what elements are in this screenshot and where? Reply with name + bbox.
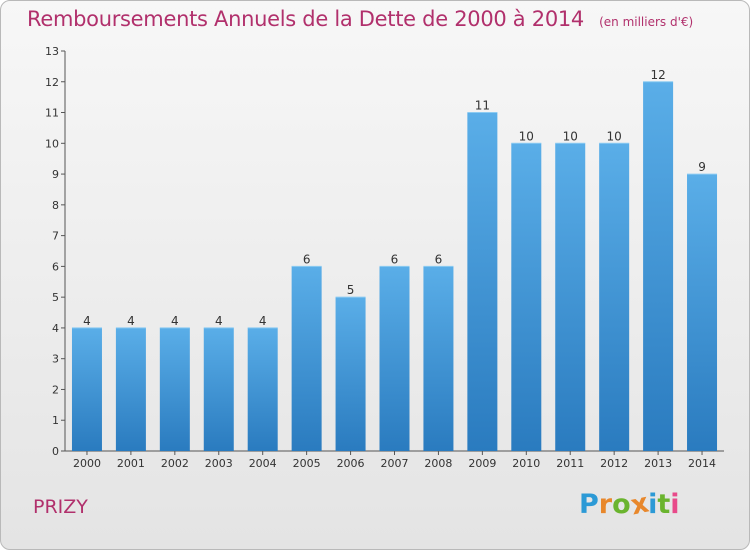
x-tick-label: 2012 <box>600 457 628 470</box>
y-tick-label: 4 <box>52 322 59 335</box>
data-label: 12 <box>650 68 665 82</box>
data-label: 10 <box>519 129 534 143</box>
y-tick-label: 3 <box>52 353 59 366</box>
logo-letter: i <box>648 489 658 520</box>
bar-2003 <box>203 327 234 451</box>
y-tick-label: 13 <box>45 45 59 58</box>
y-tick-label: 0 <box>52 445 59 458</box>
bar-2013 <box>643 81 674 452</box>
data-label: 6 <box>303 252 311 266</box>
bar-2012 <box>599 143 630 452</box>
bar-2008 <box>423 266 454 451</box>
x-tick-label: 2013 <box>644 457 672 470</box>
x-tick-label: 2008 <box>424 457 452 470</box>
y-tick-label: 10 <box>45 137 59 150</box>
x-tick-label: 2010 <box>512 457 540 470</box>
x-tick-label: 2002 <box>161 457 189 470</box>
data-label: 4 <box>127 314 135 328</box>
data-label: 11 <box>475 99 490 113</box>
bar-2005 <box>291 266 322 451</box>
data-label: 10 <box>563 129 578 143</box>
x-tick-label: 2004 <box>249 457 277 470</box>
bars <box>71 81 718 452</box>
bar-2006 <box>335 297 366 451</box>
data-label: 6 <box>435 252 443 266</box>
x-tick-label: 2011 <box>556 457 584 470</box>
proxiti-logo: Proxiti <box>579 488 680 522</box>
x-tick-label: 2006 <box>337 457 365 470</box>
x-tick-label: 2014 <box>688 457 716 470</box>
y-tick-label: 6 <box>52 260 59 273</box>
data-label: 6 <box>391 252 399 266</box>
bar-2014 <box>687 174 718 452</box>
bar-2010 <box>511 143 542 452</box>
commune-name: PRIZY <box>33 496 88 518</box>
bar-2011 <box>555 143 586 452</box>
bar-2002 <box>159 327 190 451</box>
data-label: 5 <box>347 283 355 297</box>
x-tick-label: 2000 <box>73 457 101 470</box>
logo-letter: i <box>670 489 680 520</box>
y-tick-label: 2 <box>52 383 59 396</box>
x-tick-label: 2001 <box>117 457 145 470</box>
y-tick-label: 9 <box>52 168 59 181</box>
x-tick-label: 2009 <box>468 457 496 470</box>
bar-2004 <box>247 327 278 451</box>
bar-2009 <box>467 112 498 452</box>
y-tick-label: 11 <box>45 107 59 120</box>
chart-title: Remboursements Annuels de la Dette de 20… <box>27 7 584 31</box>
y-tick-label: 5 <box>52 291 59 304</box>
x-tick-label: 2003 <box>205 457 233 470</box>
logo-letter: o <box>612 489 631 520</box>
data-label: 4 <box>215 314 223 328</box>
x-tick-label: 2005 <box>293 457 321 470</box>
data-label: 4 <box>83 314 91 328</box>
y-tick-label: 7 <box>52 230 59 243</box>
y-tick-label: 12 <box>45 76 59 89</box>
logo-letter: P <box>579 489 599 520</box>
x-tick-label: 2007 <box>381 457 409 470</box>
bar-2000 <box>71 327 102 451</box>
data-label: 9 <box>698 160 706 174</box>
logo-letter: r <box>598 489 613 520</box>
bar-2007 <box>379 266 410 451</box>
data-label: 4 <box>171 314 179 328</box>
data-labels: 4 4 4 4 4 6 5 6 6 11 10 10 10 12 9 <box>83 68 706 328</box>
logo-letter: t <box>657 489 671 520</box>
title-row: Remboursements Annuels de la Dette de 20… <box>27 7 693 31</box>
chart-unit: (en milliers d'€) <box>599 15 694 29</box>
y-tick-label: 1 <box>52 414 59 427</box>
data-label: 4 <box>259 314 267 328</box>
y-tick-label: 8 <box>52 199 59 212</box>
bar-2001 <box>115 327 146 451</box>
data-label: 10 <box>607 129 622 143</box>
